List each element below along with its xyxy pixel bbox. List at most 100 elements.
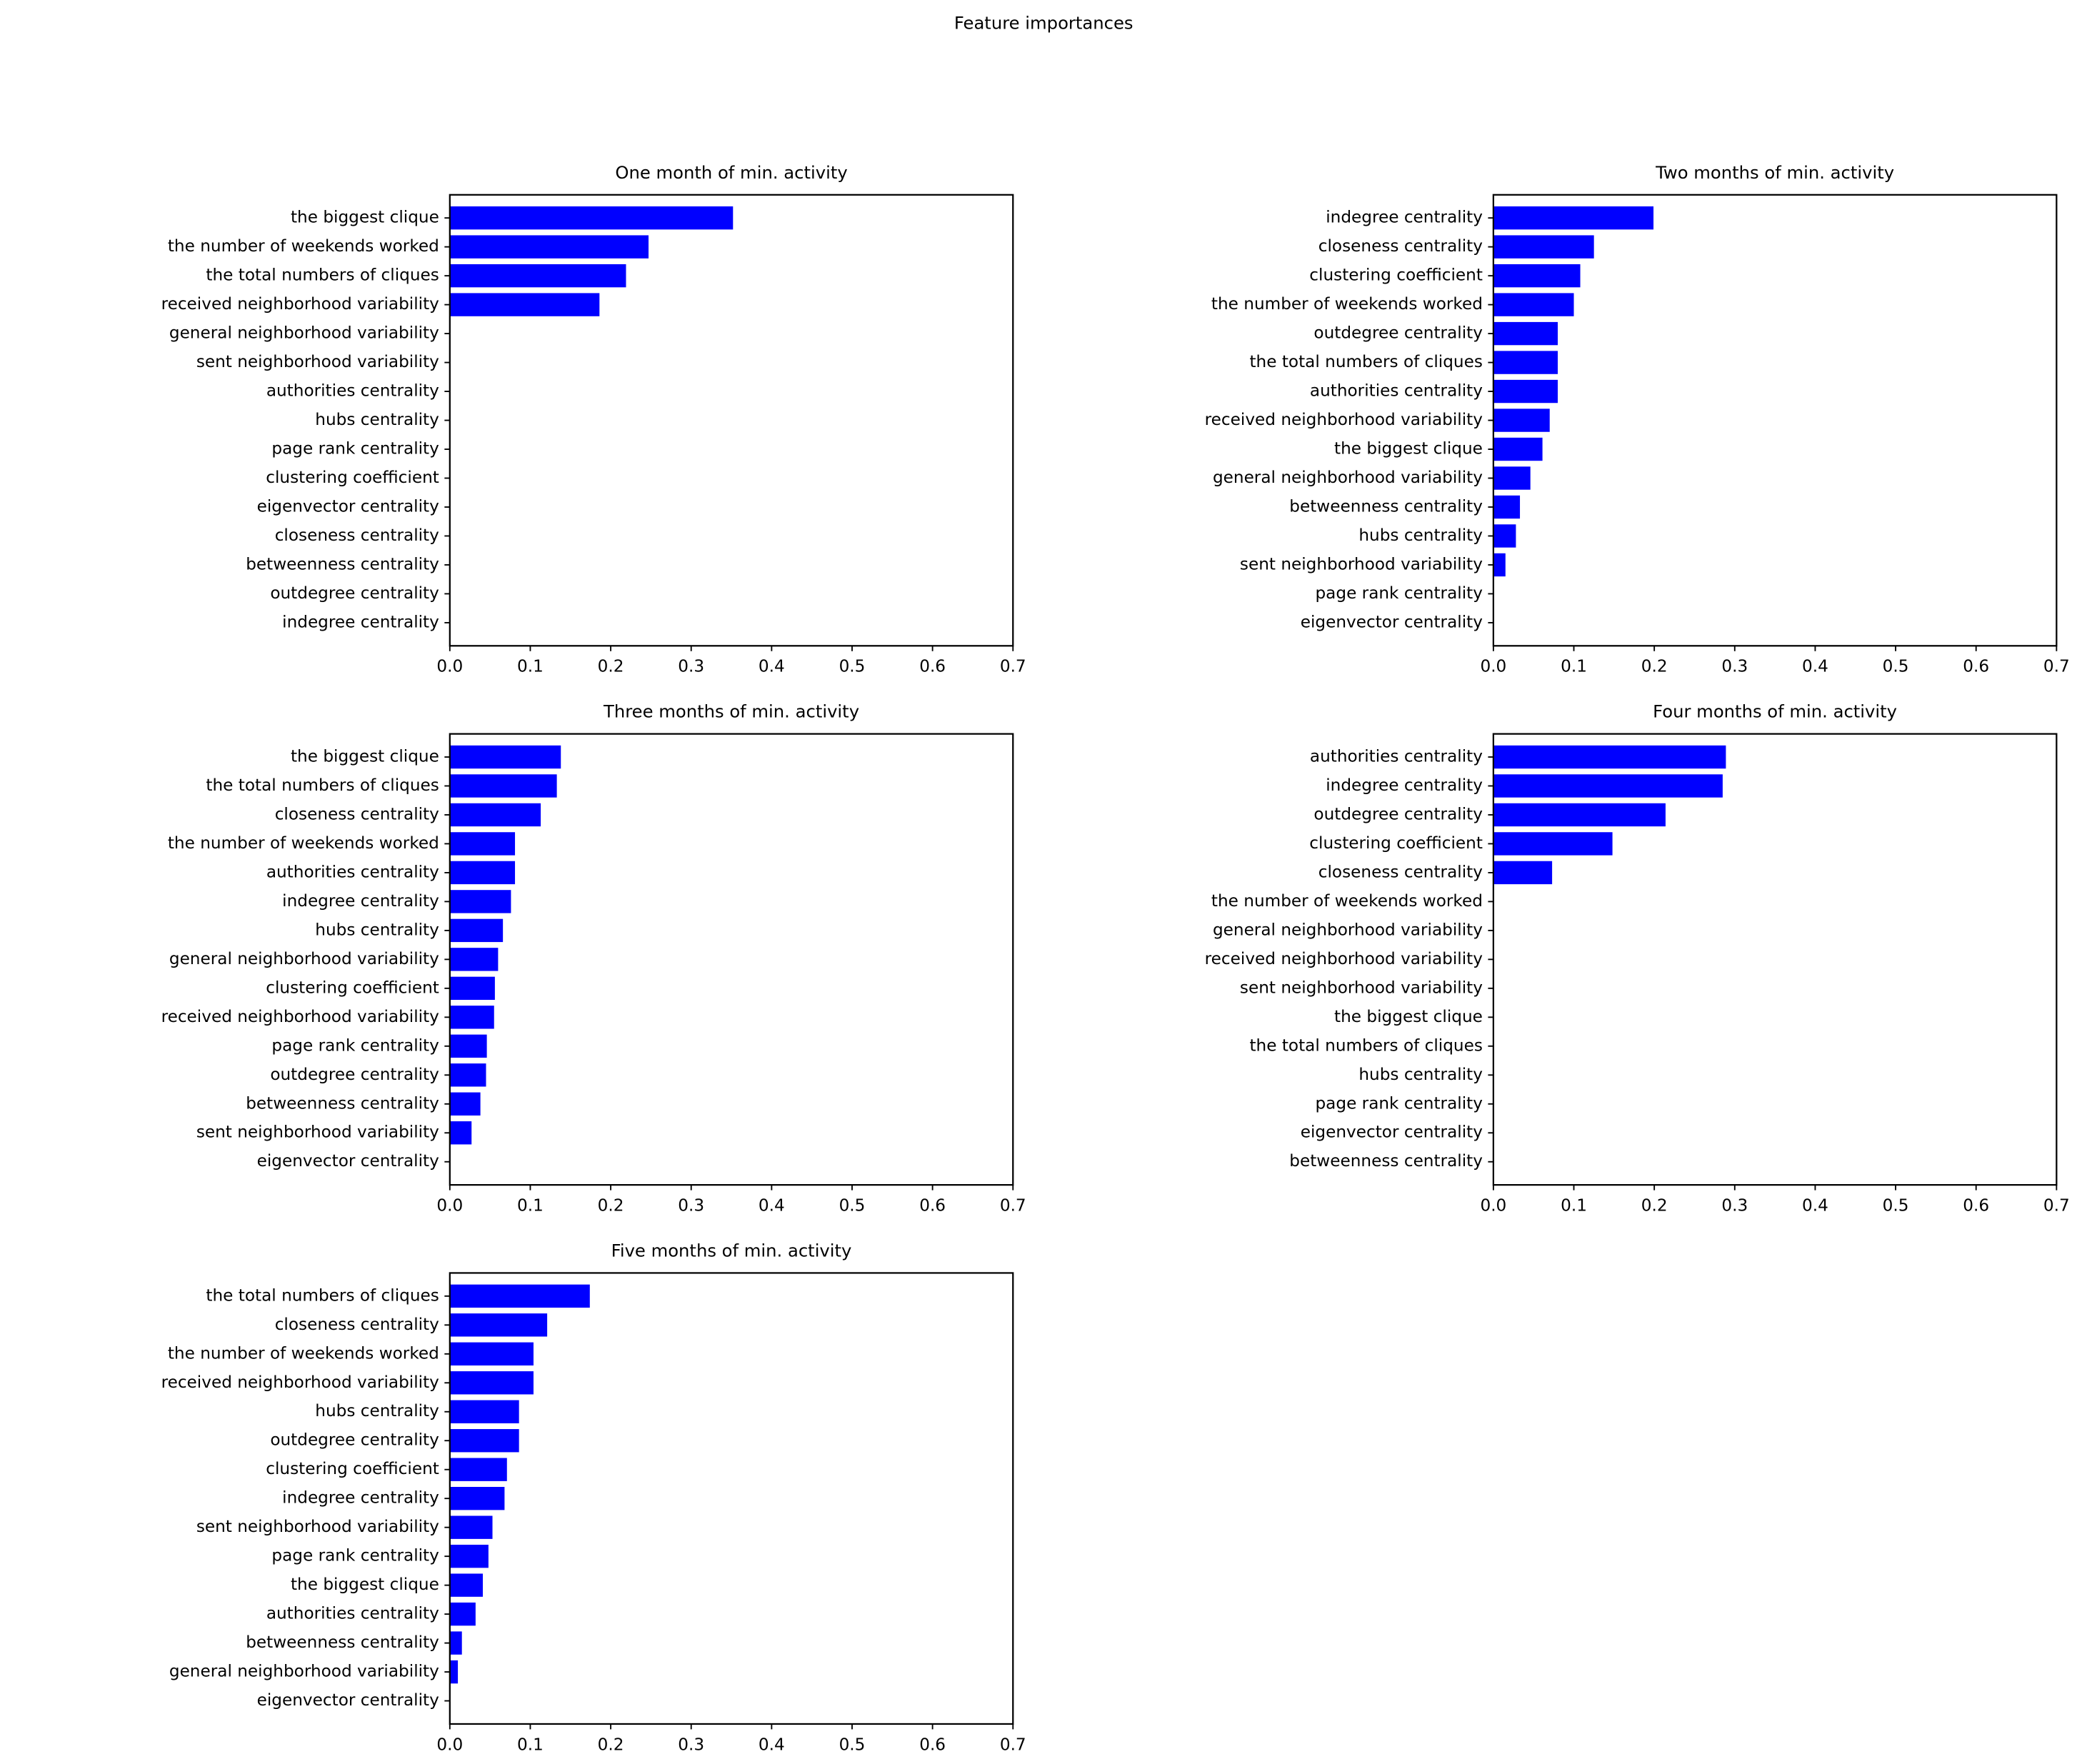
bar [449,918,504,943]
bar [449,1284,590,1308]
x-tick-label: 0.0 [436,658,463,676]
x-tick-label: 0.7 [1000,658,1026,676]
y-tick-label: received neighborhood variability [161,1373,440,1392]
bar [449,1400,519,1423]
bar [449,803,541,827]
bar [449,1313,548,1337]
y-tick-label: page rank centrality [271,1547,439,1565]
y-tick-label: the total numbers of cliques [206,1286,439,1305]
bar [449,235,649,259]
bar [449,890,511,913]
x-tick-label: 0.4 [1802,658,1828,676]
y-tick-label: outdegree centrality [1313,805,1483,823]
y-tick-label: page rank centrality [1315,584,1483,603]
x-tick-label: 0.1 [517,1735,544,1754]
bar [1493,495,1521,519]
y-tick-label: general neighborhood variability [169,950,439,968]
x-tick-label: 0.6 [1963,1197,1989,1216]
x-tick-label: 0.5 [839,658,866,676]
y-tick-label: sent neighborhood variability [196,1123,439,1142]
chart-title: Five months of min. activity [611,1241,852,1261]
bar [449,1121,472,1145]
bar [1493,466,1531,490]
bar [1493,379,1558,404]
y-tick-label: authorities centrality [266,863,439,881]
y-tick-label: hubs centrality [1358,526,1483,545]
x-tick-label: 0.2 [598,1197,624,1216]
y-tick-label: page rank centrality [1315,1094,1483,1113]
bar [449,1515,493,1539]
y-tick-label: the number of weekends worked [1211,892,1483,911]
bar [1493,264,1581,288]
x-tick-label: 0.2 [1641,1197,1668,1216]
x-tick-label: 0.4 [759,1197,785,1216]
y-tick-label: closeness centrality [1318,237,1483,256]
y-tick-label: betweenness centrality [246,1633,439,1652]
y-tick-label: authorities centrality [1310,747,1483,766]
bar [449,1092,481,1116]
bar [1493,803,1666,827]
y-tick-label: betweenness centrality [246,555,439,573]
bar [449,1544,489,1568]
y-tick-label: the biggest clique [291,209,439,227]
y-tick-label: outdegree centrality [270,1066,439,1084]
x-tick-label: 0.0 [1480,658,1506,676]
axes-frame [449,1272,1014,1725]
y-tick-label: eigenvector centrality [1301,1123,1483,1142]
y-tick-label: clustering coefficient [266,468,439,487]
bar [449,1660,459,1684]
y-tick-label: received neighborhood variability [161,295,440,314]
x-tick-label: 0.3 [678,1197,704,1216]
bar [1493,745,1726,769]
x-tick-label: 0.0 [1480,1197,1506,1216]
y-tick-label: the number of weekends worked [168,237,439,256]
bar [1493,293,1574,316]
y-tick-label: eigenvector centrality [257,1691,440,1710]
bar [449,1063,486,1087]
y-tick-label: closeness centrality [1318,863,1483,881]
x-tick-label: 0.1 [517,1197,544,1216]
y-tick-label: received neighborhood variability [1205,950,1483,968]
bar [449,1371,534,1395]
bar [1493,553,1506,577]
x-tick-label: 0.2 [598,658,624,676]
x-tick-label: 0.2 [598,1735,624,1754]
y-tick-label: hubs centrality [315,921,439,939]
y-tick-label: authorities centrality [266,382,439,401]
bar [449,861,516,885]
x-tick-label: 0.5 [1883,1197,1909,1216]
y-tick-label: the total numbers of cliques [1249,353,1482,371]
y-tick-label: page rank centrality [271,1036,439,1055]
bar [449,1429,519,1453]
x-tick-label: 0.3 [1721,1197,1748,1216]
y-tick-label: received neighborhood variability [161,1008,440,1026]
bar [449,264,626,288]
y-tick-label: indegree centrality [282,1489,439,1508]
x-tick-label: 0.3 [678,658,704,676]
x-tick-label: 0.4 [759,658,785,676]
y-tick-label: the number of weekends worked [168,834,439,853]
y-tick-label: closeness centrality [275,526,439,545]
y-tick-label: eigenvector centrality [1301,613,1483,631]
bar [449,745,561,769]
bar [449,206,734,230]
y-tick-label: hubs centrality [315,1402,439,1420]
y-tick-label: closeness centrality [275,805,439,823]
x-tick-label: 0.5 [1883,658,1909,676]
bar [449,1458,507,1481]
y-tick-label: the biggest clique [291,747,439,766]
x-tick-label: 0.0 [436,1197,463,1216]
x-tick-label: 0.1 [517,658,544,676]
y-tick-label: clustering coefficient [1309,834,1483,853]
y-tick-label: the number of weekends worked [168,1344,439,1363]
y-tick-label: sent neighborhood variability [1240,978,1483,997]
y-tick-label: the biggest clique [1334,1008,1483,1026]
y-tick-label: clustering coefficient [266,1460,439,1478]
y-tick-label: indegree centrality [1326,209,1483,227]
x-tick-label: 0.6 [919,1735,946,1754]
y-tick-label: indegree centrality [282,892,439,911]
y-tick-label: indegree centrality [282,613,439,631]
bar [449,1006,494,1029]
y-tick-label: outdegree centrality [270,584,439,603]
x-tick-label: 0.4 [1802,1197,1828,1216]
